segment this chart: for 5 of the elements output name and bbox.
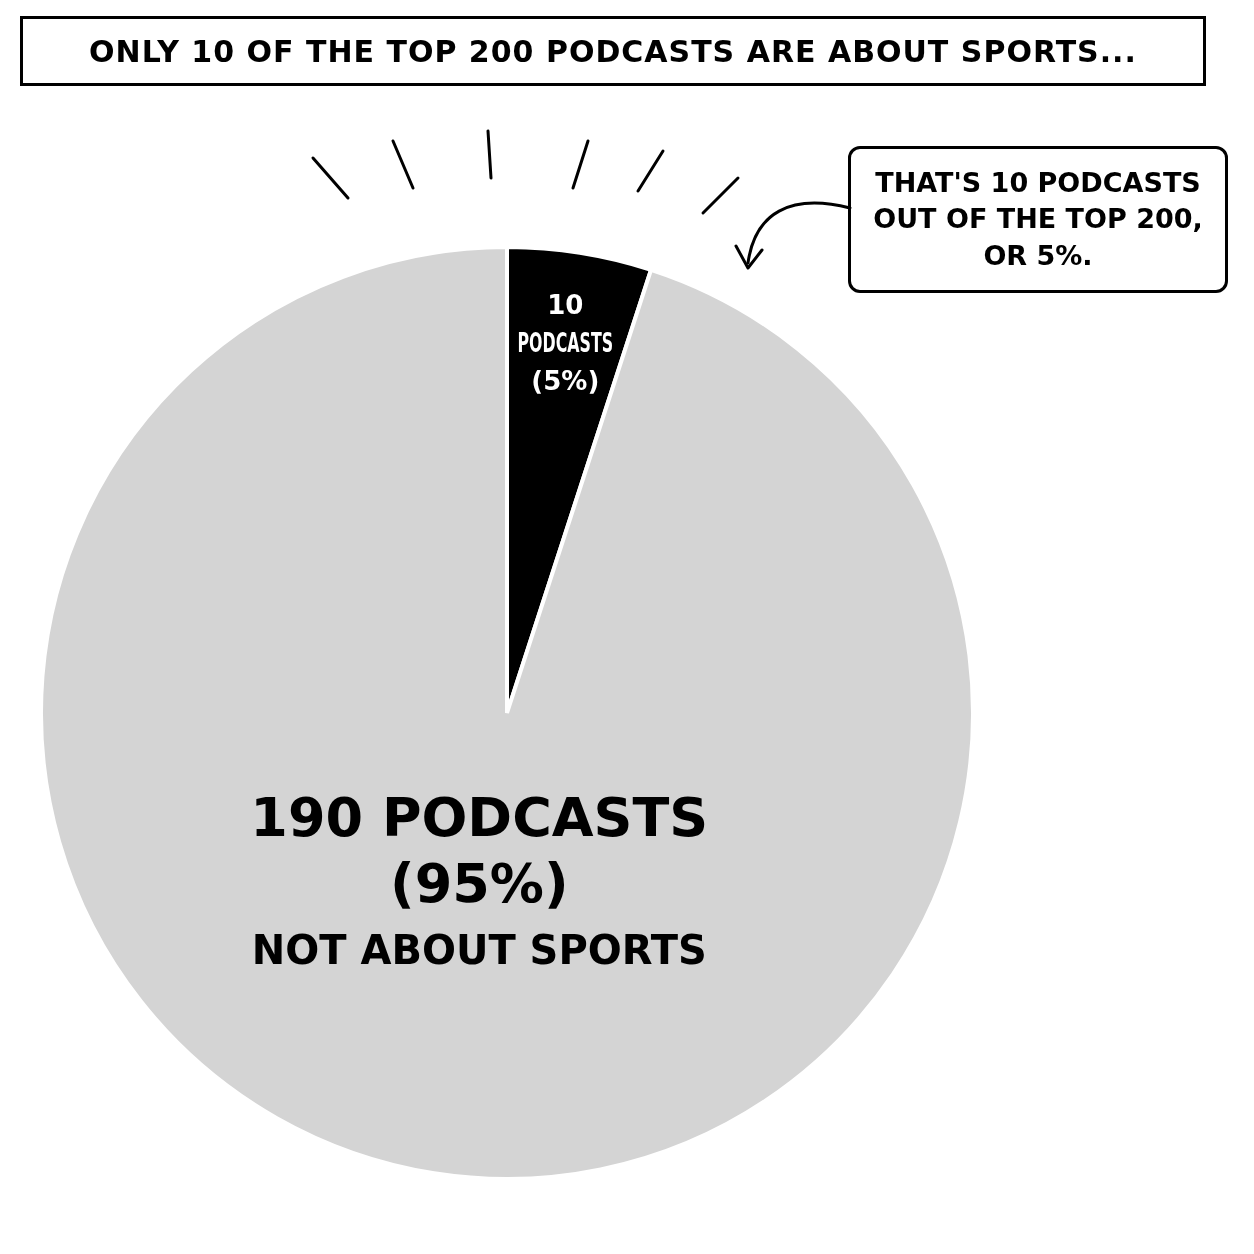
data-label: 190 PODCASTS (95%) — [250, 785, 709, 915]
slice-label: NOT ABOUT SPORTS — [251, 927, 707, 974]
chart-title: ONLY 10 OF THE TOP 200 PODCASTS ARE ABOUT SPORTS... — [20, 16, 1206, 86]
data-label: 10 PODCASTS (5%) — [517, 289, 614, 396]
text: THAT'S 10 PODCASTS OUT OF THE TOP 200, OR 5%. — [848, 146, 1228, 294]
